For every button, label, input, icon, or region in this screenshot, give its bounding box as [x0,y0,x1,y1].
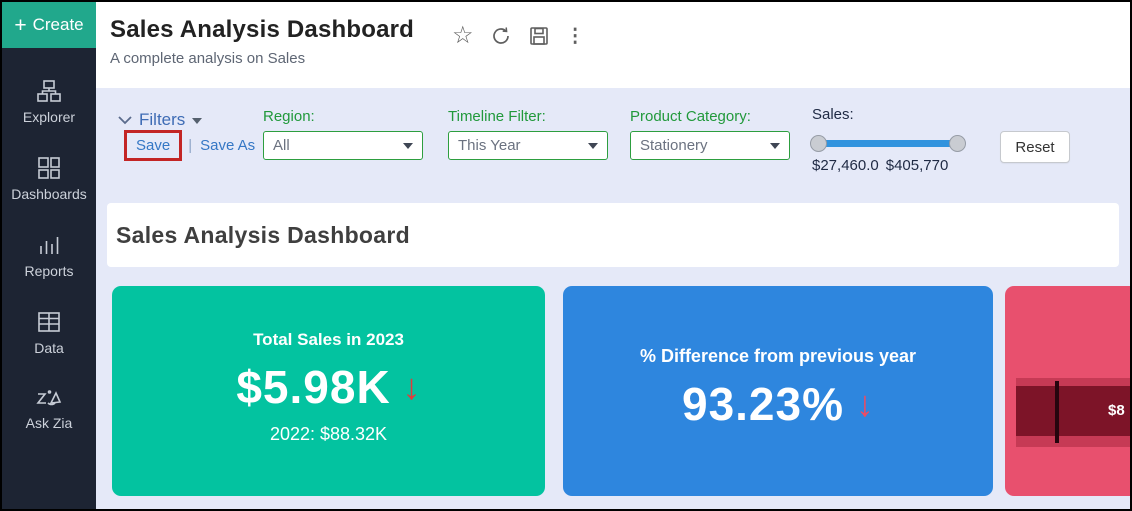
header-title-block: Sales Analysis Dashboard A complete anal… [110,16,414,67]
caret-down-icon [192,118,203,124]
star-icon[interactable]: ☆ [452,22,474,49]
slider-track[interactable] [816,140,956,147]
product-category-filter-group: Product Category: Stationery [630,108,790,160]
explorer-icon [36,78,62,104]
sidebar: + Create Explorer Dashboards Reports [2,2,96,509]
filters-toggle[interactable]: Filters [118,110,203,130]
product-category-filter-select[interactable]: Stationery [630,131,790,160]
kpi-value-row: $5.98K ↓ [236,360,420,414]
ask-zia-icon [35,386,63,410]
dropdown-caret-icon [588,142,598,149]
dashboard-title-bar: Sales Analysis Dashboard [107,203,1119,267]
dashboard-content: Filters Save | Save As Region: All [96,88,1130,509]
bullet-chart-card: $8 [1005,286,1130,496]
product-category-filter-value: Stationery [640,137,708,154]
dropdown-caret-icon [770,142,780,149]
sidebar-item-reports[interactable]: Reports [24,232,74,279]
kpi-subtext: 2022: $88.32K [269,424,388,444]
kpi-card-title: % Difference from previous year [639,346,917,366]
sidebar-item-label: Data [34,340,64,356]
slider-min-value: $27,460.0 [812,157,879,174]
more-options-icon[interactable]: ⋮ [565,25,585,47]
product-category-filter-label: Product Category: [630,108,751,125]
chevron-down-icon [118,110,132,130]
timeline-filter-value: This Year [458,137,521,154]
down-trend-icon: ↓ [402,366,421,407]
region-filter-label: Region: [263,108,315,125]
kpi-card-total-sales: Total Sales in 2023 $5.98K ↓ 2022: $88.3… [112,286,545,496]
reports-icon [36,232,62,258]
dashboards-icon [36,155,62,181]
region-filter-select[interactable]: All [263,131,423,160]
page-subtitle: A complete analysis on Sales [110,50,306,67]
plus-icon: + [14,13,27,37]
sales-range-slider[interactable] [810,135,966,152]
reset-button[interactable]: Reset [1000,131,1070,163]
refresh-icon[interactable] [490,25,512,47]
kpi-card-title: Total Sales in 2023 [253,330,404,349]
sidebar-item-explorer[interactable]: Explorer [23,78,75,125]
sales-range-filter-group: Sales: $27,460.0 $405,770 [810,106,966,174]
timeline-filter-select[interactable]: This Year [448,131,608,160]
timeline-filter-label: Timeline Filter: [448,108,546,125]
slider-max-value: $405,770 [885,157,949,174]
bullet-range-band: $8 [1016,378,1130,447]
kpi-value: 93.23% [681,378,844,430]
page-header: Sales Analysis Dashboard A complete anal… [96,2,1130,88]
sidebar-item-data[interactable]: Data [34,309,64,356]
bullet-measure-band [1016,386,1130,436]
save-filters-link[interactable]: Save [136,137,171,154]
save-annotation-box: Save [124,130,183,161]
down-trend-icon: ↓ [856,383,874,424]
slider-min-handle[interactable] [810,135,827,152]
sidebar-item-dashboards[interactable]: Dashboards [11,155,87,202]
dashboard-title: Sales Analysis Dashboard [116,221,410,248]
dropdown-caret-icon [403,142,413,149]
filters-save-row: Save | Save As [124,130,255,161]
slider-max-handle[interactable] [949,135,966,152]
kpi-value: $5.98K [236,361,391,413]
page-title: Sales Analysis Dashboard [110,16,415,43]
sidebar-item-label: Dashboards [11,186,87,202]
sidebar-item-label: Ask Zia [25,415,73,431]
kpi-value-row: 93.23% ↓ [682,377,874,431]
main-area: Sales Analysis Dashboard A complete anal… [96,2,1130,509]
create-button-label: Create [32,15,84,34]
filters-toggle-label: Filters [139,110,186,129]
bullet-target-marker [1055,381,1059,443]
header-action-icons: ☆ ⋮ [452,24,585,48]
create-button[interactable]: + Create [2,2,96,48]
bullet-value-label: $8 [1108,402,1125,419]
sidebar-item-ask-zia[interactable]: Ask Zia [25,386,73,431]
data-icon [36,309,62,335]
slider-values: $27,460.0 $405,770 [812,157,960,174]
sidebar-item-label: Reports [24,263,74,279]
region-filter-value: All [273,137,290,154]
sales-filter-label: Sales: [812,106,854,123]
link-separator: | [188,137,193,154]
save-as-filters-link[interactable]: Save As [200,137,256,154]
kpi-card-percent-difference: % Difference from previous year 93.23% ↓ [563,286,993,496]
sidebar-item-label: Explorer [22,109,76,125]
region-filter-group: Region: All [263,108,423,160]
timeline-filter-group: Timeline Filter: This Year [448,108,608,160]
save-icon[interactable] [528,25,550,47]
